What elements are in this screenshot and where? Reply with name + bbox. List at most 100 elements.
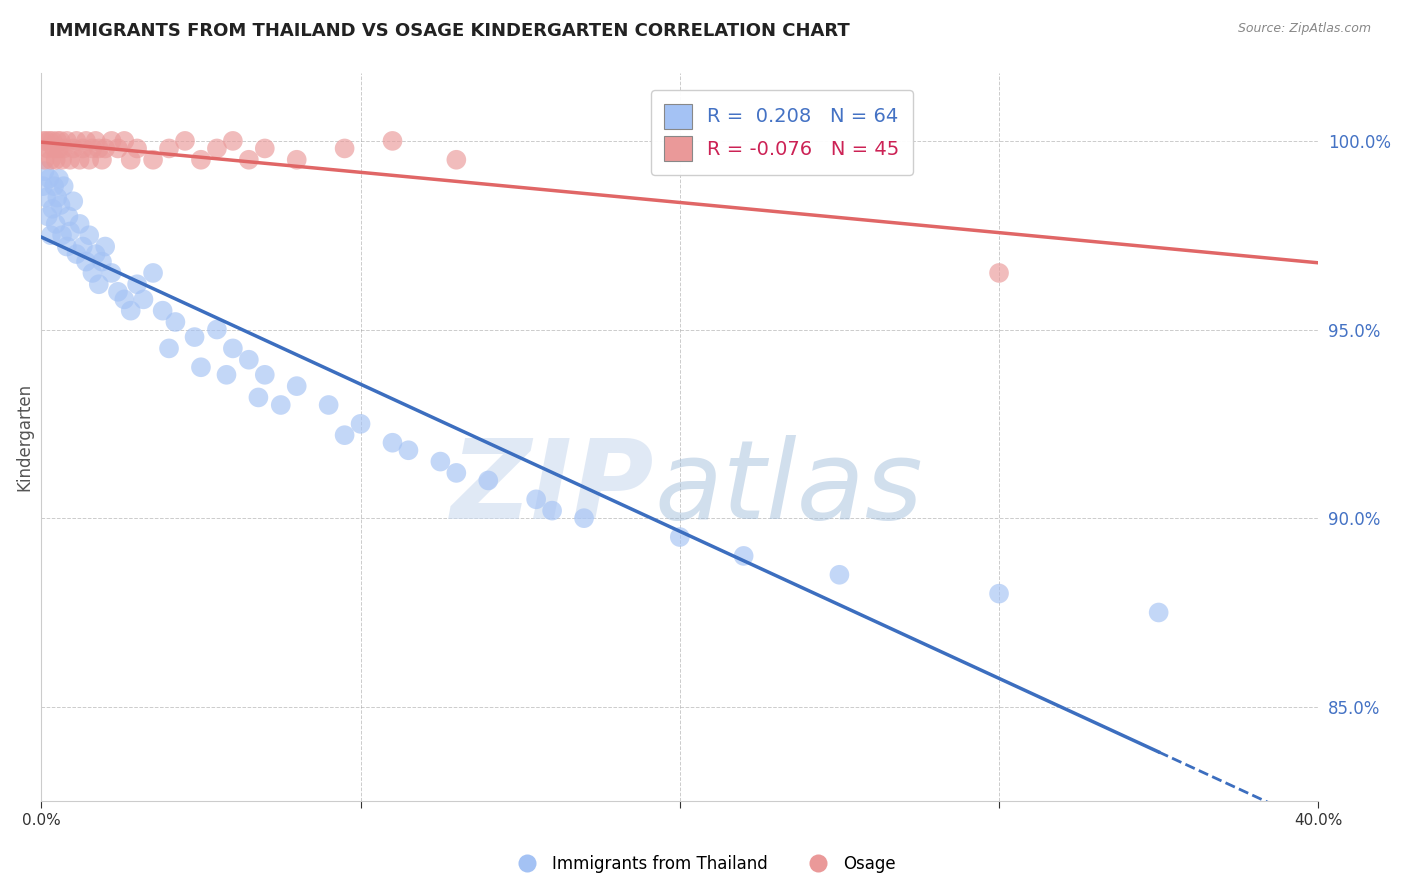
Point <box>34 153 56 167</box>
Point <box>49 198 72 212</box>
Point <box>183 330 205 344</box>
Point <box>165 315 187 329</box>
Point <box>32 179 55 194</box>
Point <box>84 134 107 148</box>
Point <box>56 134 79 148</box>
Point <box>152 303 174 318</box>
Point <box>828 567 851 582</box>
Point <box>94 239 117 253</box>
Point <box>429 454 451 468</box>
Point <box>107 141 129 155</box>
Point <box>91 254 114 268</box>
Point <box>42 179 65 194</box>
Point <box>72 141 94 155</box>
Point <box>541 503 564 517</box>
Point <box>107 285 129 299</box>
Point <box>46 134 69 148</box>
Point <box>215 368 238 382</box>
Point <box>52 141 75 155</box>
Point <box>32 134 55 148</box>
Point <box>381 134 404 148</box>
Point <box>75 254 97 268</box>
Point <box>190 360 212 375</box>
Point <box>38 171 60 186</box>
Point <box>333 141 356 155</box>
Point <box>75 134 97 148</box>
Point <box>222 342 245 356</box>
Point <box>446 153 468 167</box>
Point <box>157 141 180 155</box>
Point <box>72 239 94 253</box>
Point <box>45 153 67 167</box>
Point <box>120 153 142 167</box>
Point <box>333 428 356 442</box>
Point <box>524 492 547 507</box>
Point <box>69 217 91 231</box>
Point <box>84 247 107 261</box>
Point <box>247 391 270 405</box>
Point <box>38 134 60 148</box>
Point <box>253 141 276 155</box>
Point <box>77 228 100 243</box>
Point <box>733 549 755 563</box>
Point <box>52 179 75 194</box>
Point <box>48 141 70 155</box>
Text: IMMIGRANTS FROM THAILAND VS OSAGE KINDERGARTEN CORRELATION CHART: IMMIGRANTS FROM THAILAND VS OSAGE KINDER… <box>49 22 851 40</box>
Point <box>1147 606 1170 620</box>
Point <box>58 210 80 224</box>
Point <box>87 277 110 292</box>
Point <box>51 228 73 243</box>
Point <box>381 435 404 450</box>
Point <box>62 141 84 155</box>
Point <box>253 368 276 382</box>
Point <box>190 153 212 167</box>
Point <box>285 379 308 393</box>
Y-axis label: Kindergarten: Kindergarten <box>15 383 32 491</box>
Point <box>82 266 104 280</box>
Point <box>62 194 84 209</box>
Point <box>82 141 104 155</box>
Point <box>477 474 499 488</box>
Point <box>39 228 62 243</box>
Point <box>39 153 62 167</box>
Legend: R =  0.208   N = 64, R = -0.076   N = 45: R = 0.208 N = 64, R = -0.076 N = 45 <box>651 90 912 175</box>
Point <box>35 134 58 148</box>
Point <box>77 153 100 167</box>
Point <box>41 134 63 148</box>
Point <box>127 277 149 292</box>
Point <box>46 190 69 204</box>
Point <box>100 134 122 148</box>
Point <box>51 153 73 167</box>
Point <box>65 134 87 148</box>
Point <box>120 303 142 318</box>
Text: Source: ZipAtlas.com: Source: ZipAtlas.com <box>1237 22 1371 36</box>
Point <box>205 141 228 155</box>
Point <box>572 511 595 525</box>
Point <box>238 153 260 167</box>
Text: atlas: atlas <box>654 434 922 541</box>
Point <box>65 247 87 261</box>
Point <box>398 443 420 458</box>
Text: ZIP: ZIP <box>451 434 654 541</box>
Point <box>127 141 149 155</box>
Point <box>49 134 72 148</box>
Point <box>270 398 292 412</box>
Point <box>37 141 59 155</box>
Point <box>669 530 692 544</box>
Point <box>87 141 110 155</box>
Point <box>988 266 1011 280</box>
Point <box>174 134 197 148</box>
Point <box>48 171 70 186</box>
Point <box>112 293 135 307</box>
Point <box>34 164 56 178</box>
Point <box>238 352 260 367</box>
Point <box>45 217 67 231</box>
Point <box>37 210 59 224</box>
Point <box>285 153 308 167</box>
Point <box>988 587 1011 601</box>
Point <box>42 141 65 155</box>
Point <box>446 466 468 480</box>
Point <box>349 417 371 431</box>
Point <box>100 266 122 280</box>
Point <box>59 224 82 238</box>
